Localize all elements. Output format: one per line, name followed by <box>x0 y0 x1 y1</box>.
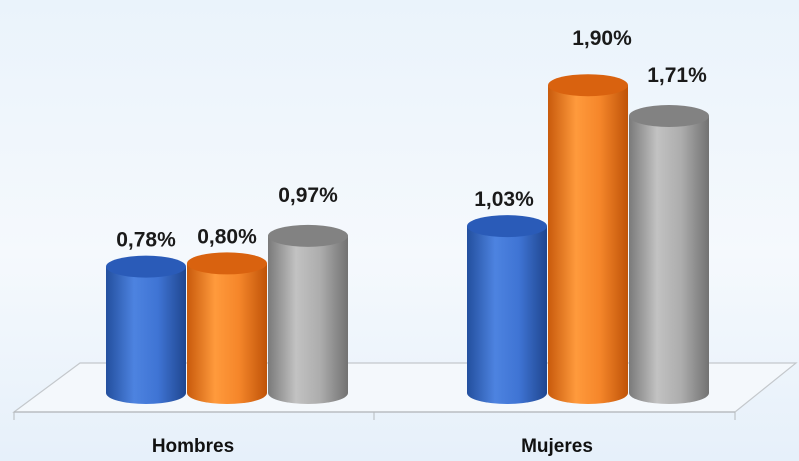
bars-group: 0,78% 0,80% 0,97% 1,03% 1,90% 1,71% <box>106 27 709 404</box>
data-label-hombres-series-3: 0,97% <box>278 184 338 207</box>
bar-mujeres-series-2 <box>548 85 628 404</box>
data-label-hombres-series-2: 0,80% <box>197 225 257 248</box>
bar-top-mujeres-series-2 <box>548 74 628 97</box>
x-tick-label-hombres: Hombres <box>152 436 234 457</box>
bar-top-mujeres-series-3 <box>629 104 709 127</box>
bar-top-hombres-series-1 <box>106 255 186 278</box>
bar-top-hombres-series-2 <box>187 252 267 275</box>
bar-mujeres-series-1 <box>467 226 547 404</box>
bar-top-mujeres-series-1 <box>467 215 547 238</box>
data-label-mujeres-series-2: 1,90% <box>572 27 632 50</box>
bar-mujeres-series-3 <box>629 115 709 404</box>
data-label-mujeres-series-1: 1,03% <box>474 188 534 211</box>
bar-hombres-series-1 <box>106 266 186 404</box>
data-label-mujeres-series-3: 1,71% <box>647 64 707 87</box>
bar-hombres-series-2 <box>187 263 267 404</box>
x-tick-label-mujeres: Mujeres <box>521 436 593 457</box>
bar-top-hombres-series-3 <box>268 224 348 247</box>
data-label-hombres-series-1: 0,78% <box>116 229 176 252</box>
bar-hombres-series-3 <box>268 235 348 404</box>
